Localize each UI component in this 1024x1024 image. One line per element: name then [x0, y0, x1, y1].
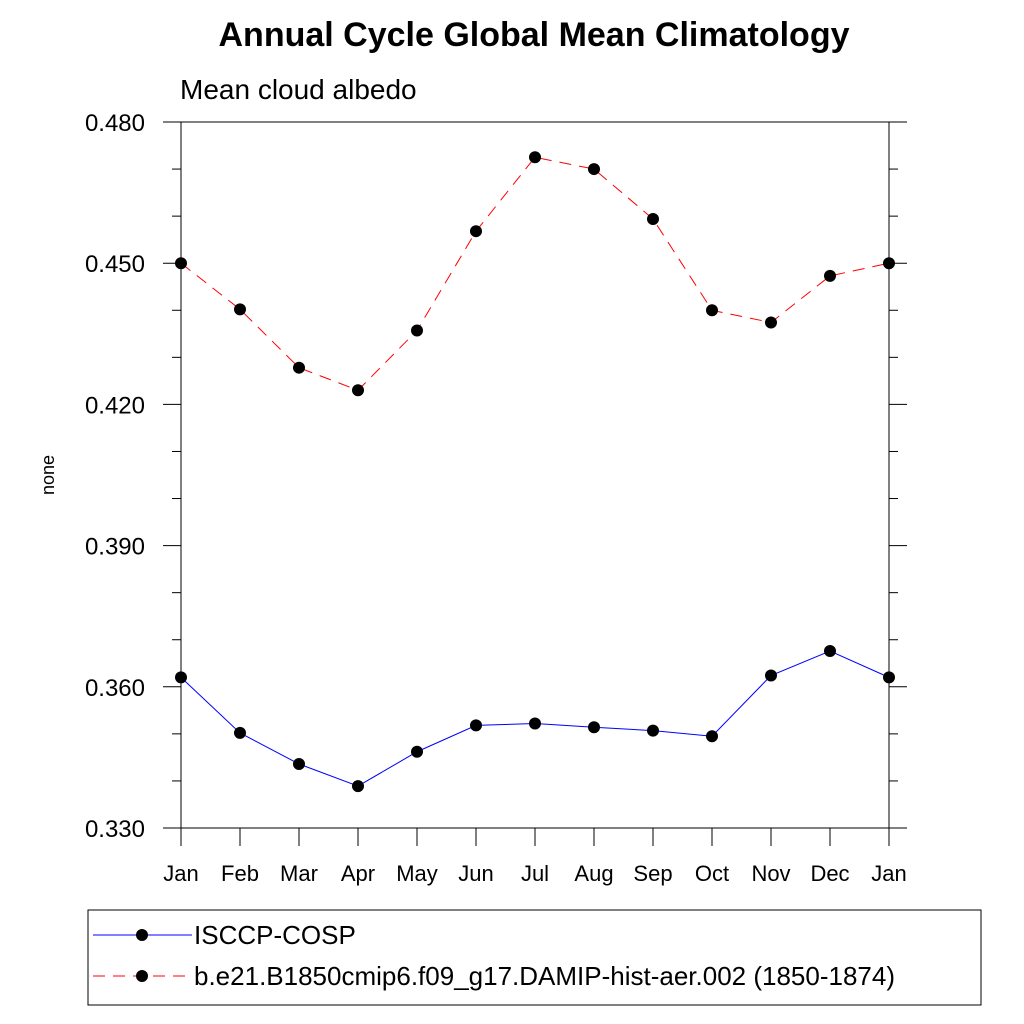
x-tick-label: Jan: [871, 861, 906, 886]
data-point: [529, 717, 541, 730]
legend-label-model: b.e21.B1850cmip6.f09_g17.DAMIP-hist-aer.…: [194, 961, 895, 991]
chart-title: Annual Cycle Global Mean Climatology: [219, 16, 850, 54]
x-tick-label: Sep: [633, 861, 672, 886]
data-point: [234, 726, 246, 739]
data-point: [293, 361, 305, 374]
data-point: [824, 645, 836, 658]
x-tick-label: Jun: [458, 861, 493, 886]
data-point: [175, 257, 187, 270]
data-point: [293, 757, 305, 770]
data-point: [647, 724, 659, 737]
x-axis-ticks: Jan Feb Mar Apr May Jun Jul Aug Sep Oct Nov Dec Jan: [163, 828, 907, 886]
x-tick-label: Mar: [280, 861, 318, 886]
y-tick-label: 0.420: [85, 392, 145, 419]
series-layer: [175, 151, 895, 793]
data-point: [470, 225, 482, 238]
data-point: [824, 269, 836, 282]
x-tick-label: Dec: [810, 861, 849, 886]
legend-box: [87, 909, 982, 1006]
data-point: [352, 780, 364, 793]
data-point: [765, 316, 777, 329]
chart-subtitle: Mean cloud albedo: [180, 74, 417, 105]
data-point: [588, 721, 600, 734]
x-tick-label: May: [396, 861, 438, 886]
y-tick-label: 0.360: [85, 675, 145, 702]
x-tick-label: Nov: [751, 861, 790, 886]
data-point: [352, 384, 364, 397]
y-axis-ticks: 0.330 0.360 0.390 0.420 0.450 0.480: [85, 110, 907, 843]
x-tick-label: Oct: [695, 861, 729, 886]
y-tick-label: 0.450: [85, 251, 145, 278]
data-point: [647, 212, 659, 225]
y-tick-label: 0.480: [85, 110, 145, 137]
legend-marker-model: [136, 970, 148, 982]
series-line: [180, 156, 890, 391]
legend: ISCCP-COSP b.e21.B1850cmip6.f09_g17.DAMI…: [87, 909, 982, 1006]
data-point: [883, 257, 895, 270]
data-point: [411, 745, 423, 758]
data-point: [883, 671, 895, 684]
data-point: [706, 304, 718, 317]
data-point: [411, 324, 423, 337]
legend-label-isccp: ISCCP-COSP: [194, 920, 356, 950]
data-point: [529, 151, 541, 164]
data-point: [234, 303, 246, 316]
x-tick-label: Feb: [221, 861, 259, 886]
x-tick-label: Aug: [574, 861, 613, 886]
data-point: [470, 719, 482, 732]
x-tick-label: Apr: [341, 861, 375, 886]
data-point: [765, 669, 777, 682]
y-tick-label: 0.330: [85, 816, 145, 843]
y-axis-label: none: [38, 455, 58, 495]
y-tick-label: 0.390: [85, 534, 145, 561]
data-point: [588, 163, 600, 176]
x-tick-label: Jan: [163, 861, 198, 886]
x-tick-label: Jul: [521, 861, 549, 886]
data-point: [175, 671, 187, 684]
legend-marker-isccp: [136, 929, 148, 941]
data-point: [706, 730, 718, 743]
